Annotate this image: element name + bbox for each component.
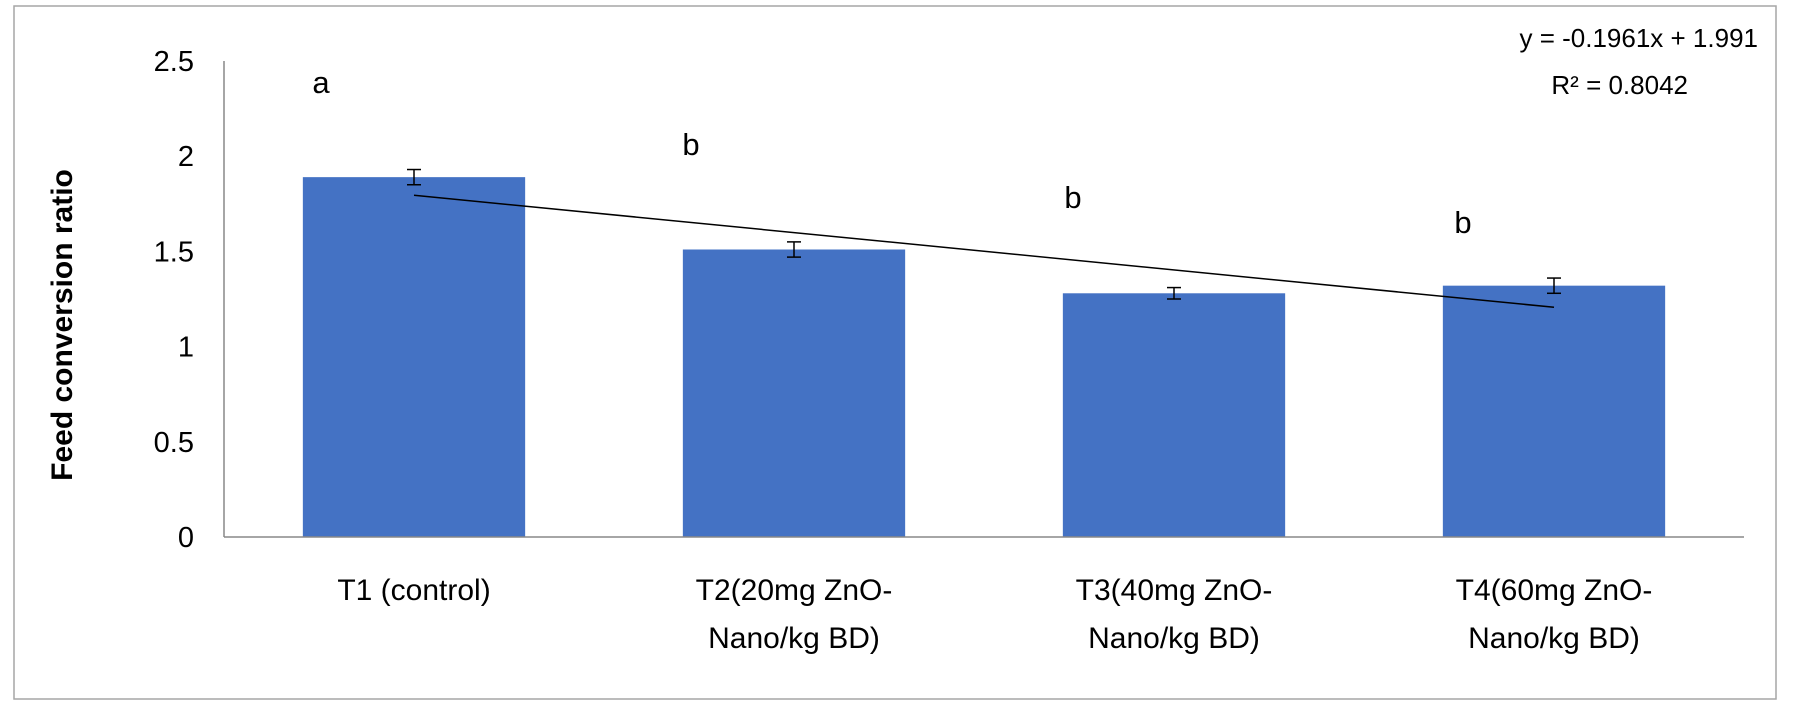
significance-letter: a (312, 65, 330, 100)
x-tick-label: T4(60mg ZnO- Nano/kg BD) (1456, 574, 1653, 655)
trendline-equation: y = -0.1961x + 1.991 (1519, 23, 1758, 53)
x-tick-label-line: T1 (control) (337, 574, 490, 607)
x-tick-label-line: T2(20mg ZnO- (696, 574, 893, 607)
y-axis-label: Feed conversion ratio (46, 169, 79, 481)
x-tick-label-line: T3(40mg ZnO- (1076, 574, 1273, 607)
r-squared-label: R² = 0.8042 (1551, 70, 1688, 100)
x-tick-label: T2(20mg ZnO- Nano/kg BD) (696, 574, 893, 655)
bar (1062, 293, 1286, 537)
error-bars-group (407, 168, 1561, 300)
y-tick-label: 0 (178, 522, 194, 554)
significance-letter: b (1064, 180, 1081, 215)
bar (682, 249, 906, 537)
y-tick-label: 2.5 (154, 46, 194, 78)
significance-letters: a b b b (312, 65, 1471, 240)
y-tick-label: 0.5 (154, 427, 194, 459)
x-tick-label-line: T4(60mg ZnO- (1456, 574, 1653, 607)
y-tick-label: 1 (178, 332, 194, 364)
bar (1442, 285, 1666, 537)
y-axis-ticks: 0 0.5 1 1.5 2 2.5 (154, 46, 194, 554)
x-tick-label-line: Nano/kg BD) (1468, 622, 1640, 655)
y-tick-label: 1.5 (154, 236, 194, 268)
significance-letter: b (1454, 205, 1471, 240)
y-tick-label: 2 (178, 141, 194, 173)
significance-letter: b (682, 127, 699, 162)
bars-group (302, 177, 1666, 538)
trendline (413, 194, 1555, 309)
x-tick-label-line: Nano/kg BD) (1088, 622, 1260, 655)
x-tick-label-line: Nano/kg BD) (708, 622, 880, 655)
x-tick-label: T1 (control) (337, 574, 490, 607)
bar (302, 177, 526, 538)
x-tick-label: T3(40mg ZnO- Nano/kg BD) (1076, 574, 1273, 655)
x-axis-tick-labels: T1 (control) T2(20mg ZnO-Nano/kg BD)T3(40… (337, 574, 1652, 655)
